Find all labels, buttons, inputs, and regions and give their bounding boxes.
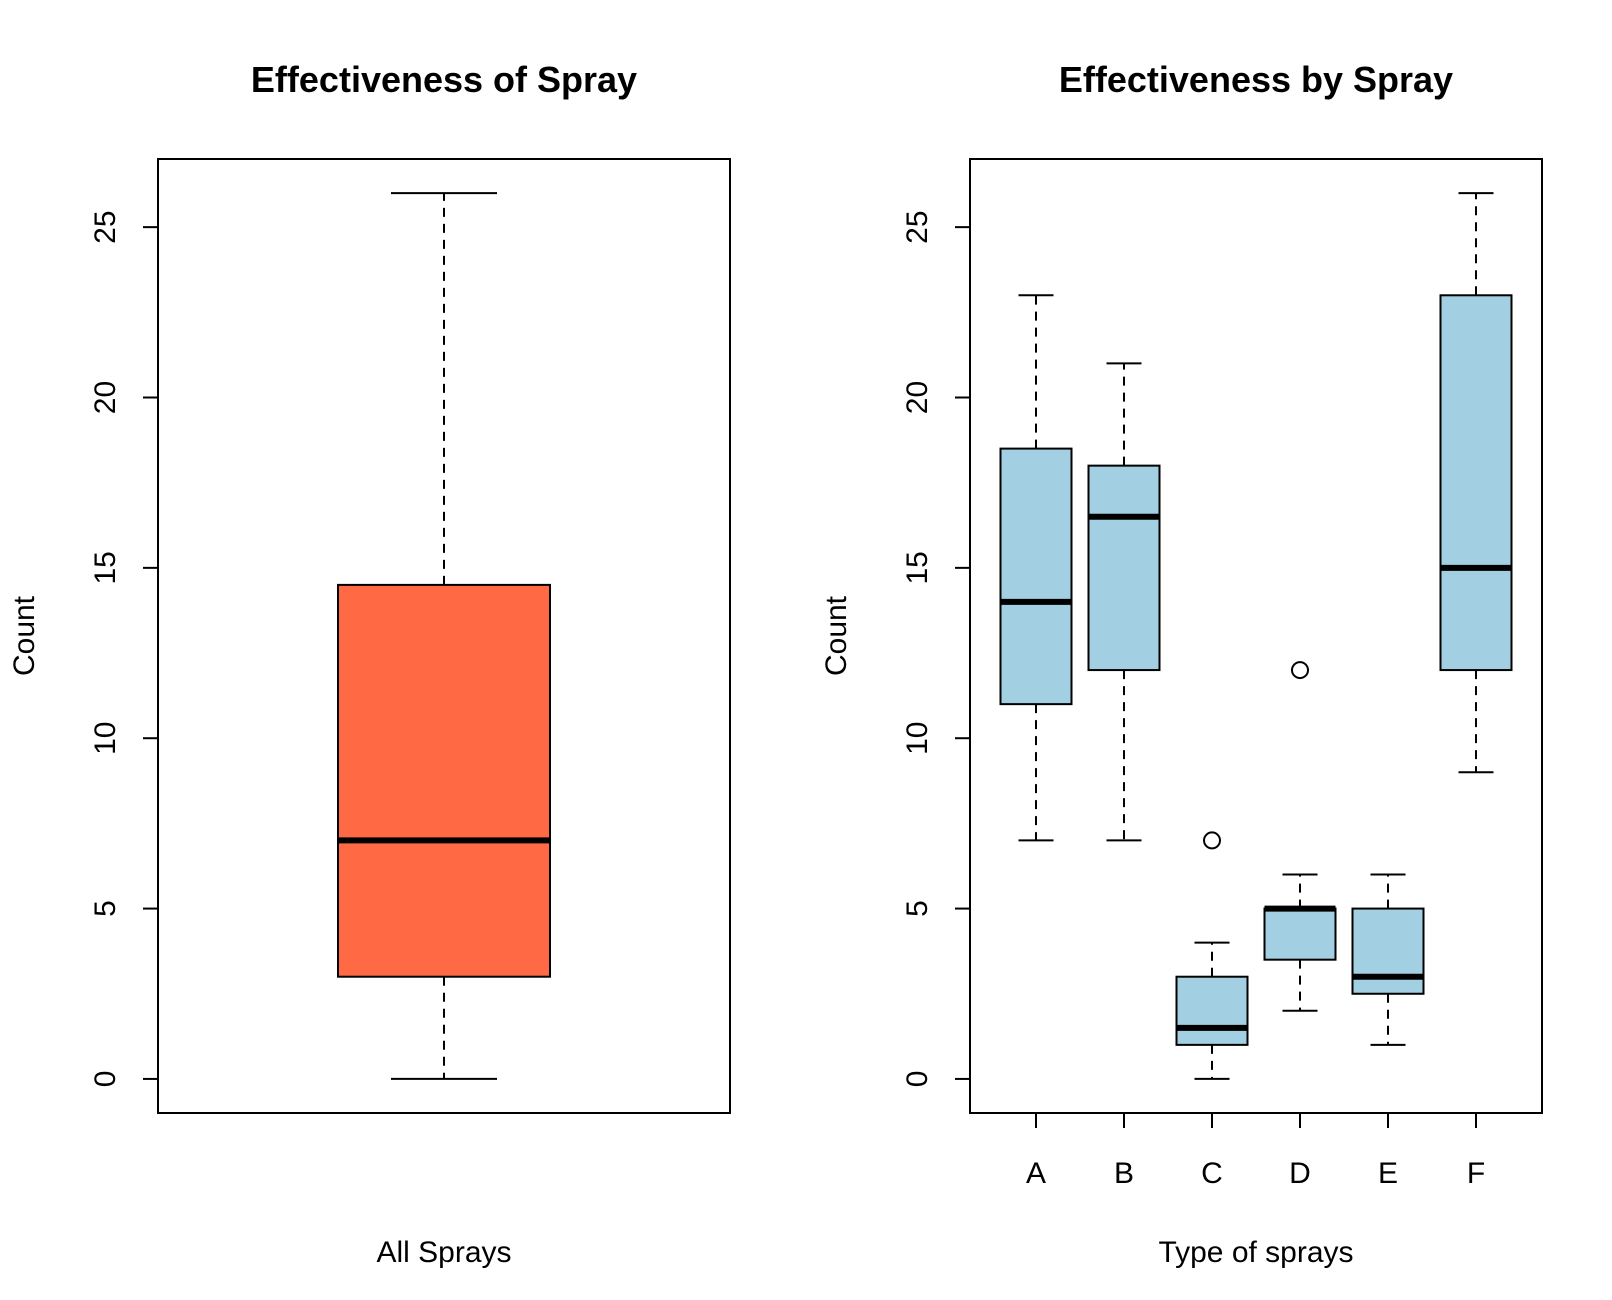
y-tick-label: 25 [901,210,934,243]
y-axis-label: Count [820,595,853,676]
box-c [1175,831,1249,1080]
box-all [337,192,551,1080]
y-tick-label: 0 [901,1071,934,1088]
y-axis: 0 5 10 15 20 25 [901,210,971,1088]
box-iqr [1351,907,1425,995]
x-tick-label: C [1201,1157,1223,1190]
box-e [1351,873,1425,1046]
y-axis-label: Count [8,595,41,676]
y-tick-label: 5 [89,900,122,917]
y-tick-label: 10 [901,722,934,755]
y-tick-label: 0 [89,1071,122,1088]
box-d [1263,661,1337,1012]
box-iqr [1439,294,1513,672]
box-iqr [999,447,1073,706]
box-a [999,294,1073,842]
x-tick-label: B [1114,1157,1134,1190]
y-tick-label: 20 [89,381,122,414]
outlier-point [1291,661,1309,680]
x-tick-label: D [1289,1157,1311,1190]
chart-title: Effectiveness by Spray [1059,59,1453,100]
x-axis-label: Type of sprays [1158,1236,1353,1269]
y-tick-label: 10 [89,722,122,755]
y-tick-label: 15 [901,551,934,584]
x-tick-label: A [1026,1157,1046,1190]
box-iqr [1263,907,1337,961]
x-axis-label: All Sprays [376,1236,511,1269]
x-axis: A B C D E F [1026,1112,1485,1190]
box-iqr [1175,975,1249,1046]
plot-area [999,192,1513,1080]
box-b [1087,362,1161,842]
x-tick-label: E [1378,1157,1398,1190]
box-f [1439,192,1513,774]
y-tick-label: 25 [89,210,122,243]
y-tick-label: 15 [89,551,122,584]
y-tick-label: 20 [901,381,934,414]
chart-title: Effectiveness of Spray [251,59,637,100]
y-tick-label: 5 [901,900,934,917]
plot-area [337,192,551,1080]
box-iqr [1087,464,1161,672]
box-iqr [337,583,551,978]
outlier-point [1203,831,1221,850]
x-tick-label: F [1467,1157,1485,1190]
y-axis: 0 5 10 15 20 25 [89,210,159,1088]
panel-by-spray: Effectiveness by Spray 0 5 10 15 20 25 A B C D E F… [820,59,1543,1269]
